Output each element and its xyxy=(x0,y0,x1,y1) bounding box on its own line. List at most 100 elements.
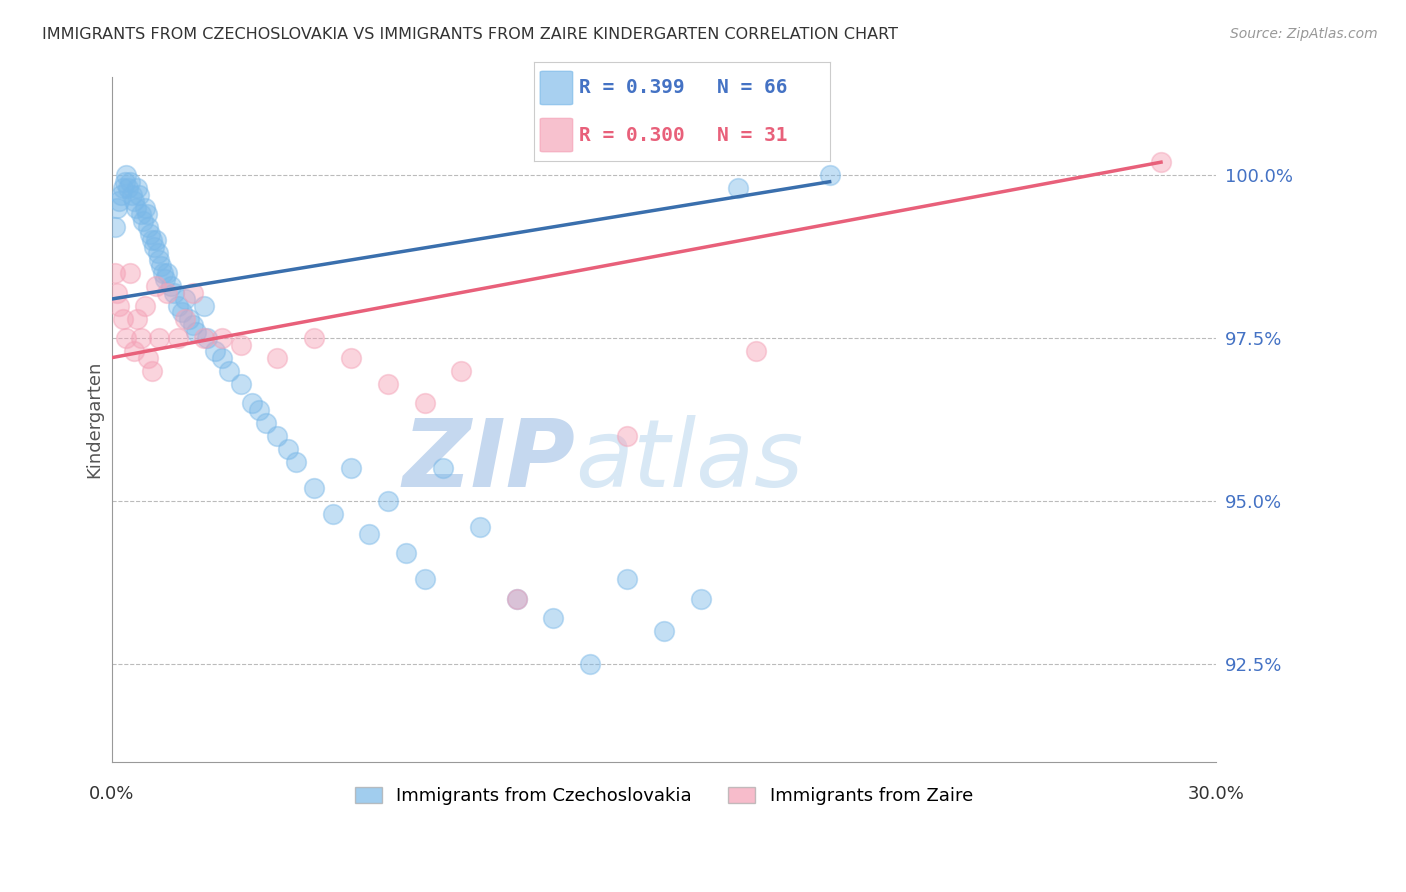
Point xyxy=(284,455,307,469)
Point xyxy=(118,175,141,189)
Point xyxy=(152,266,174,280)
Point xyxy=(145,233,167,247)
Legend: Immigrants from Czechoslovakia, Immigrants from Zaire: Immigrants from Czechoslovakia, Immigran… xyxy=(346,778,981,814)
Text: atlas: atlas xyxy=(575,415,804,506)
Point xyxy=(150,260,173,274)
Point xyxy=(193,299,215,313)
Point xyxy=(211,331,233,345)
Text: 0.0%: 0.0% xyxy=(89,785,135,803)
Text: IMMIGRANTS FROM CZECHOSLOVAKIA VS IMMIGRANTS FROM ZAIRE KINDERGARTEN CORRELATION: IMMIGRANTS FROM CZECHOSLOVAKIA VS IMMIGR… xyxy=(42,27,898,42)
Point xyxy=(108,194,131,209)
Point xyxy=(148,331,170,345)
Point xyxy=(745,344,768,359)
Point xyxy=(159,279,181,293)
Point xyxy=(229,337,252,351)
Point xyxy=(432,461,454,475)
Point xyxy=(170,305,193,319)
Text: N = 31: N = 31 xyxy=(717,126,787,145)
Point xyxy=(134,299,156,313)
Point xyxy=(204,344,226,359)
Point xyxy=(468,520,491,534)
Point xyxy=(104,266,127,280)
Point xyxy=(186,325,208,339)
Point xyxy=(141,364,163,378)
Point xyxy=(240,396,263,410)
Point xyxy=(122,194,145,209)
Point xyxy=(181,318,204,332)
Point xyxy=(111,311,134,326)
Point xyxy=(247,402,270,417)
Text: Source: ZipAtlas.com: Source: ZipAtlas.com xyxy=(1230,27,1378,41)
Y-axis label: Kindergarten: Kindergarten xyxy=(86,361,103,478)
Point xyxy=(505,591,527,606)
Point xyxy=(174,292,197,306)
Point xyxy=(105,201,128,215)
Point xyxy=(413,572,436,586)
Text: N = 66: N = 66 xyxy=(717,78,787,97)
Point xyxy=(115,168,138,182)
Point xyxy=(229,376,252,391)
Point xyxy=(122,344,145,359)
Point xyxy=(195,331,218,345)
Point xyxy=(616,429,638,443)
Point xyxy=(110,187,132,202)
Point xyxy=(266,351,288,365)
Point xyxy=(132,214,155,228)
Point xyxy=(377,376,399,391)
Point xyxy=(181,285,204,300)
Point xyxy=(128,187,150,202)
Point xyxy=(134,201,156,215)
Point xyxy=(124,201,146,215)
Point xyxy=(340,461,363,475)
Point xyxy=(111,181,134,195)
Point xyxy=(156,285,179,300)
Point xyxy=(652,624,675,639)
Point xyxy=(167,299,190,313)
Point xyxy=(254,416,277,430)
Point xyxy=(141,233,163,247)
Point xyxy=(340,351,363,365)
Point xyxy=(359,526,381,541)
Point xyxy=(177,311,200,326)
FancyBboxPatch shape xyxy=(540,71,572,104)
Point xyxy=(579,657,602,671)
Point xyxy=(127,181,149,195)
Point xyxy=(689,591,711,606)
Point xyxy=(129,331,152,345)
Point xyxy=(413,396,436,410)
FancyBboxPatch shape xyxy=(540,119,572,152)
Text: R = 0.300: R = 0.300 xyxy=(579,126,685,145)
Point xyxy=(193,331,215,345)
Point xyxy=(174,311,197,326)
Point xyxy=(211,351,233,365)
Text: 30.0%: 30.0% xyxy=(1188,785,1244,803)
Point xyxy=(104,220,127,235)
Point xyxy=(138,351,160,365)
Point xyxy=(117,181,139,195)
Point xyxy=(129,207,152,221)
Point xyxy=(266,429,288,443)
Point xyxy=(139,227,162,241)
Point xyxy=(1150,155,1173,169)
Point xyxy=(145,279,167,293)
Point xyxy=(148,252,170,267)
Point xyxy=(156,266,179,280)
Point xyxy=(143,240,166,254)
Point xyxy=(277,442,299,456)
Point xyxy=(114,175,136,189)
Point xyxy=(727,181,749,195)
Point xyxy=(818,168,841,182)
Point xyxy=(118,266,141,280)
Point xyxy=(505,591,527,606)
Point xyxy=(127,311,149,326)
Text: ZIP: ZIP xyxy=(402,415,575,507)
Text: R = 0.399: R = 0.399 xyxy=(579,78,685,97)
Point xyxy=(395,546,418,560)
Point xyxy=(108,299,131,313)
Point xyxy=(218,364,240,378)
Point xyxy=(322,507,344,521)
Point xyxy=(138,220,160,235)
Point xyxy=(543,611,565,625)
Point xyxy=(105,285,128,300)
Point xyxy=(616,572,638,586)
